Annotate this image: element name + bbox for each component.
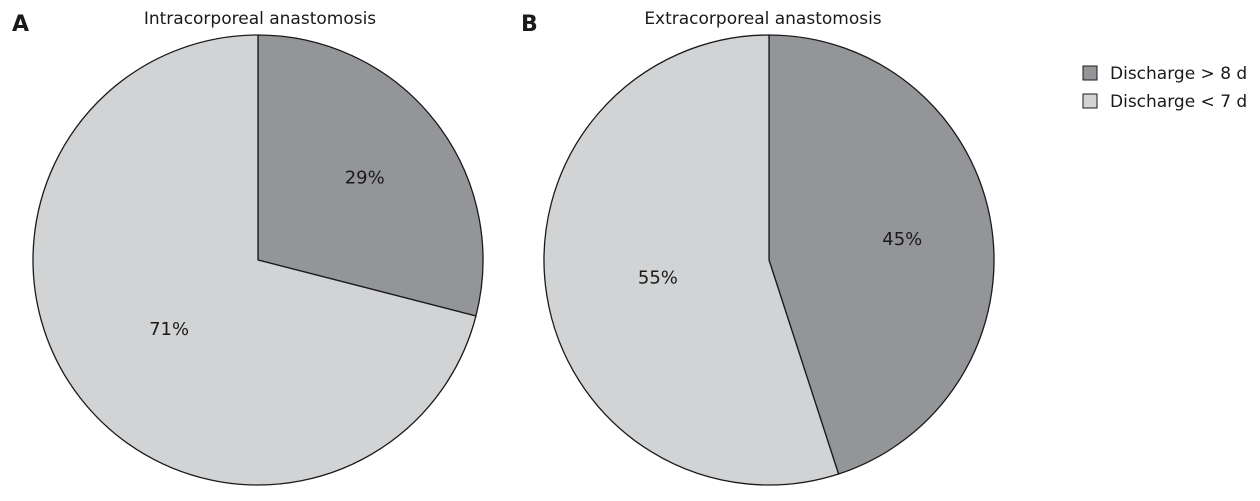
pie-slice-label-gt-8d: 29% <box>345 167 385 188</box>
legend: Discharge > 8 d Discharge < 7 d <box>1082 64 1247 112</box>
legend-swatch-lt-7d <box>1082 93 1098 109</box>
pie-chart-a: A Intracorporeal anastomosis 29% 71% <box>12 9 484 486</box>
pie-slice-lt-7d <box>543 34 840 486</box>
pie-slice-lt-7d <box>32 34 477 486</box>
pie-chart-b: B Extracorporeal anastomosis 45% 55% <box>521 9 995 486</box>
legend-label-lt-7d: Discharge < 7 d <box>1110 92 1247 112</box>
legend-label-gt-8d: Discharge > 8 d <box>1110 64 1247 84</box>
pie-slices-a <box>32 34 484 486</box>
chart-title-a: Intracorporeal anastomosis <box>144 9 376 29</box>
legend-swatch-gt-8d <box>1082 65 1098 81</box>
legend-item-gt-8d: Discharge > 8 d <box>1082 64 1247 84</box>
pie-labels-a: 29% 71% <box>149 167 385 340</box>
legend-item-lt-7d: Discharge < 7 d <box>1082 92 1247 112</box>
pie-slice-label-lt-7d: 55% <box>638 268 678 289</box>
pie-slices-b <box>543 34 995 486</box>
panel-letter-a: A <box>12 12 29 37</box>
pie-slice-label-gt-8d: 45% <box>882 229 922 250</box>
panel-letter-b: B <box>521 12 538 37</box>
pie-labels-b: 45% 55% <box>638 229 922 289</box>
chart-title-b: Extracorporeal anastomosis <box>644 9 881 29</box>
pie-slice-gt-8d <box>257 34 484 317</box>
pie-slice-gt-8d <box>768 34 995 475</box>
pie-slice-label-lt-7d: 71% <box>149 319 189 340</box>
